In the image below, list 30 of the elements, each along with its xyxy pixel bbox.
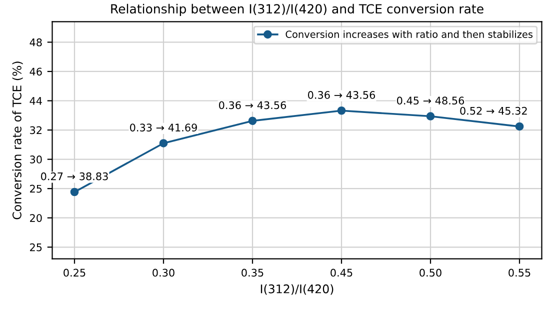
point: [70, 188, 79, 196]
point: [159, 139, 168, 148]
annotation: 0.36 → 43.56: [308, 91, 376, 99]
text: 20: [30, 214, 42, 222]
x-tick-label: 0.25: [64, 268, 86, 277]
x-tick-label: 0.30: [152, 268, 174, 277]
annotation: 0.52 → 45.32: [460, 106, 527, 115]
point: [515, 122, 524, 131]
annotation: 0.45 → 48.56: [397, 96, 464, 105]
text: 25: [30, 184, 42, 193]
text: 48: [30, 38, 42, 46]
x-tick-label: 0.55: [508, 268, 530, 277]
text: 25: [30, 243, 42, 252]
x-tick-label: 0.45: [330, 268, 352, 277]
annotation: 0.33 → 41.69: [130, 124, 197, 132]
point: [248, 116, 257, 126]
text: 44: [30, 97, 42, 105]
chart-title: Relationship between I(312)/I(420) and TCE conversion rate: [111, 4, 484, 16]
point: [426, 112, 435, 120]
text: 32: [30, 126, 42, 134]
annotation: 0.27 → 38.83: [41, 172, 108, 180]
y-axis-title: Conversion rate of TCE (%): [12, 62, 23, 220]
text: 30: [30, 156, 42, 164]
annotation: 0.36 → 43.56: [219, 101, 286, 110]
x-tick-label: 0.35: [242, 268, 264, 277]
x-axis-title: I(312)/I(420): [260, 284, 334, 295]
point: [337, 106, 346, 115]
legend-label: Conversion increases with ratio and then stabilizes: [286, 30, 533, 38]
text: 46: [30, 68, 42, 76]
x-tick-label: 0.50: [420, 268, 442, 277]
